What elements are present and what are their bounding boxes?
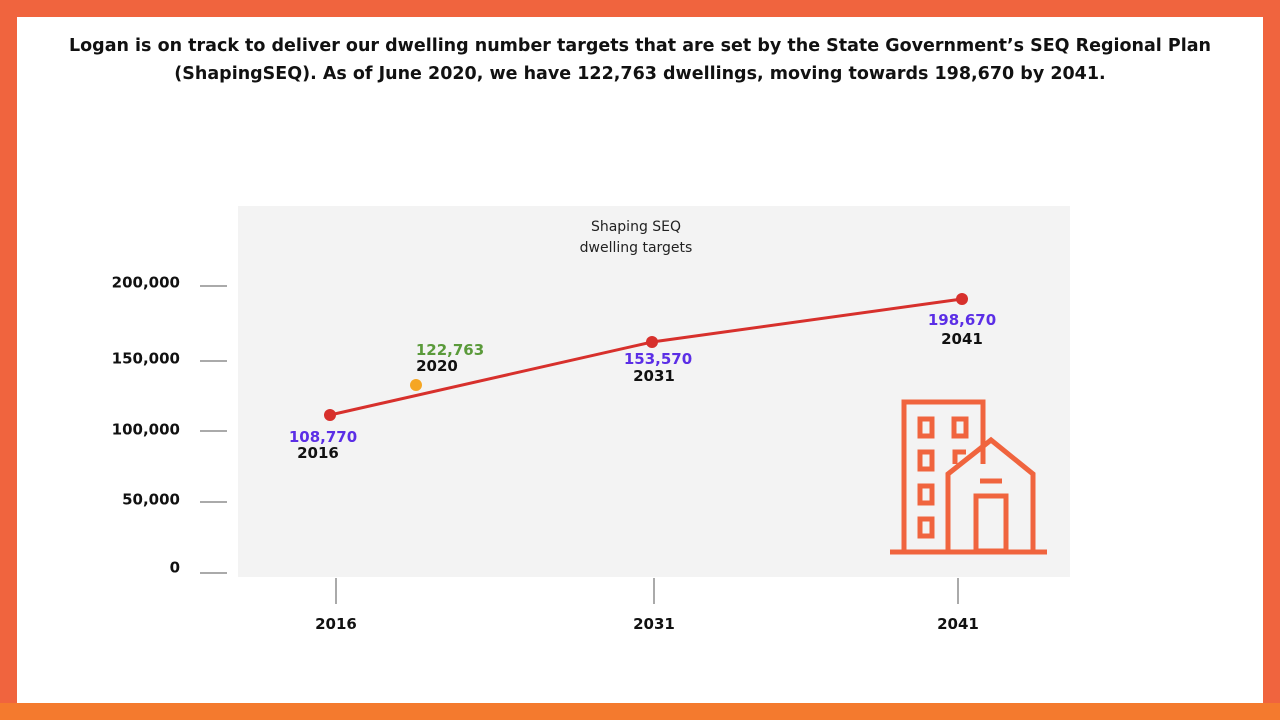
headline-line-2: (ShapingSEQ). As of June 2020, we have 1… — [174, 64, 1106, 84]
headline-line-1: Logan is on track to deliver our dwellin… — [69, 36, 1211, 56]
chart-title-line-1: Shaping SEQ — [591, 219, 681, 235]
x-tick-label: 2016 — [315, 615, 357, 633]
actual-point — [410, 379, 422, 391]
plot-area — [238, 206, 1070, 577]
y-tick-label: 50,000 — [122, 491, 180, 509]
y-tick-label: 0 — [170, 559, 180, 577]
y-axis: 200,000 150,000 100,000 50,000 0 — [112, 274, 227, 577]
bottom-accent-bar — [0, 703, 1280, 720]
x-tick-label: 2031 — [633, 615, 675, 633]
building-icon — [890, 399, 1047, 555]
x-tick-label: 2041 — [937, 615, 979, 633]
headline: Logan is on track to deliver our dwellin… — [60, 32, 1220, 88]
y-tick-label: 100,000 — [112, 421, 180, 439]
y-tick-label: 150,000 — [112, 350, 180, 368]
y-tick-label: 200,000 — [112, 274, 180, 292]
chart-title-line-2: dwelling targets — [580, 240, 693, 256]
x-axis: 2016 2031 2041 — [315, 578, 979, 633]
target-value-label: 153,570 — [624, 350, 692, 368]
actual-year-label: 2020 — [416, 357, 458, 375]
actual-value-label: 122,763 — [416, 341, 484, 359]
target-year-label: 2016 — [297, 444, 339, 462]
target-value-label: 108,770 — [289, 428, 357, 446]
target-point — [646, 336, 658, 348]
target-year-label: 2041 — [941, 330, 983, 348]
target-year-label: 2031 — [633, 367, 675, 385]
target-point — [956, 293, 968, 305]
target-value-label: 198,670 — [928, 311, 996, 329]
target-point — [324, 409, 336, 421]
